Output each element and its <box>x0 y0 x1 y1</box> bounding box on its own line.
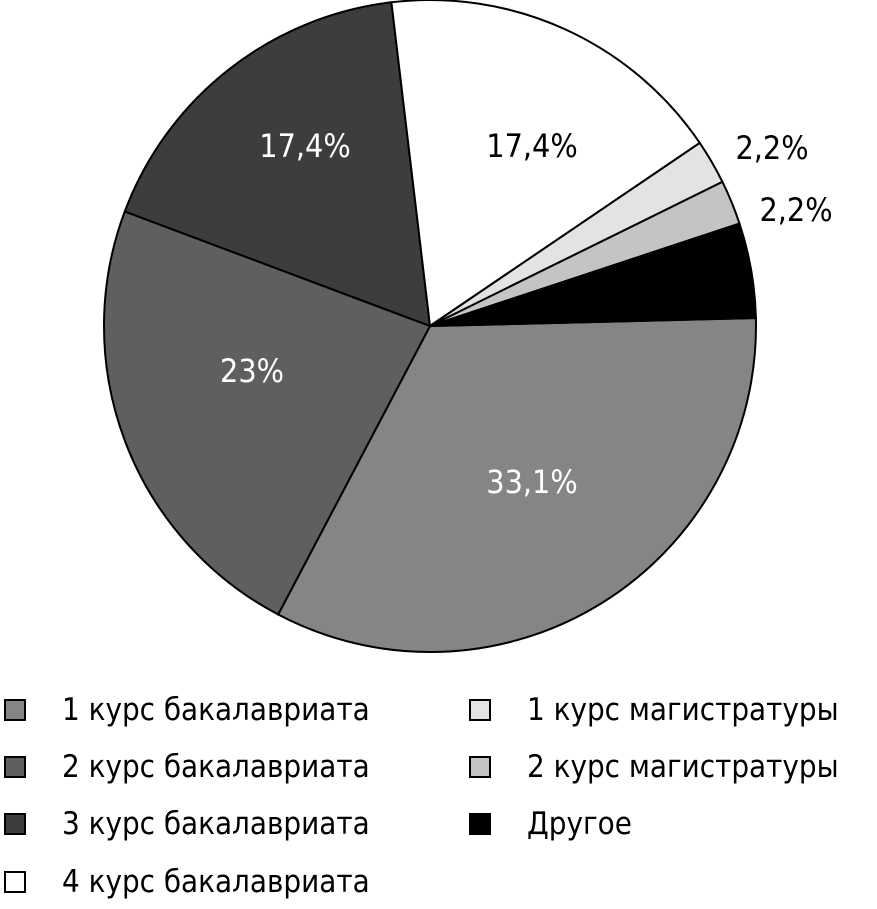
legend-swatch-bachelor-3 <box>4 813 26 835</box>
data-label-bachelor-1: 33,1% <box>486 463 577 501</box>
legend-label: 2 курс магистратуры <box>527 749 839 785</box>
legend-label: 1 курс магистратуры <box>527 692 839 728</box>
legend-label: Другое <box>527 806 632 842</box>
legend: 1 курс бакалавриата 2 курс бакалавриата … <box>0 682 877 909</box>
pie-slice-bachelor-4 <box>390 0 702 328</box>
legend-item-bachelor-4: 4 курс бакалавриата <box>4 862 370 902</box>
pie-chart: 33,1% 23% 17,4% 17,4% 2,2% 2,2% <box>103 0 833 653</box>
legend-swatch-bachelor-4 <box>4 871 26 893</box>
legend-item-bachelor-2: 2 курс бакалавриата <box>4 747 370 787</box>
legend-swatch-other <box>469 813 491 835</box>
legend-label: 4 курс бакалавриата <box>62 864 370 900</box>
legend-swatch-bachelor-2 <box>4 756 26 778</box>
legend-swatch-bachelor-1 <box>4 699 26 721</box>
pie-slice-bachelor-3 <box>123 1 432 328</box>
legend-label: 3 курс бакалавриата <box>62 806 370 842</box>
pie-slice-bachelor-1 <box>276 317 757 653</box>
legend-label: 1 курс бакалавриата <box>62 692 370 728</box>
legend-swatch-master-2 <box>469 756 491 778</box>
legend-item-other: Другое <box>469 804 632 844</box>
legend-label: 2 курс бакалавриата <box>62 749 370 785</box>
data-label-bachelor-4: 17,4% <box>486 127 577 165</box>
data-label-bachelor-2: 23% <box>220 352 284 390</box>
pie-slice-bachelor-2 <box>103 210 432 616</box>
data-label-master-1: 2,2% <box>735 129 808 167</box>
legend-swatch-master-1 <box>469 699 491 721</box>
legend-item-bachelor-3: 3 курс бакалавриата <box>4 804 370 844</box>
legend-item-master-1: 1 курс магистратуры <box>469 690 839 730</box>
legend-item-bachelor-1: 1 курс бакалавриата <box>4 690 370 730</box>
legend-item-master-2: 2 курс магистратуры <box>469 747 839 787</box>
pie-slice-other <box>429 222 757 327</box>
data-label-bachelor-3: 17,4% <box>259 127 350 165</box>
data-label-master-2: 2,2% <box>759 191 832 229</box>
